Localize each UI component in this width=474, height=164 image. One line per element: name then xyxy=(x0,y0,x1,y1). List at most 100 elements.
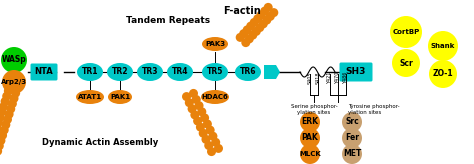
Text: MLCK: MLCK xyxy=(299,151,321,157)
Circle shape xyxy=(0,102,8,111)
Circle shape xyxy=(0,123,1,132)
Text: F-actin: F-actin xyxy=(223,6,261,16)
Text: TR6: TR6 xyxy=(240,68,256,76)
FancyBboxPatch shape xyxy=(339,62,373,82)
Text: TR4: TR4 xyxy=(172,68,188,76)
FancyBboxPatch shape xyxy=(30,63,57,81)
Circle shape xyxy=(428,31,458,61)
Circle shape xyxy=(2,92,11,101)
Text: CortBP: CortBP xyxy=(392,29,419,35)
Circle shape xyxy=(0,107,6,116)
Circle shape xyxy=(204,141,213,150)
Text: PAK3: PAK3 xyxy=(205,41,225,47)
Circle shape xyxy=(243,25,252,34)
Circle shape xyxy=(199,129,208,138)
Circle shape xyxy=(200,113,209,122)
Ellipse shape xyxy=(167,63,193,81)
Circle shape xyxy=(342,128,362,148)
Circle shape xyxy=(5,110,14,119)
Circle shape xyxy=(259,19,268,28)
Circle shape xyxy=(209,132,218,141)
Circle shape xyxy=(269,8,278,17)
Text: ERK: ERK xyxy=(301,117,319,126)
Circle shape xyxy=(236,33,245,42)
Circle shape xyxy=(193,117,202,125)
Circle shape xyxy=(1,47,27,73)
Text: TR2: TR2 xyxy=(112,68,128,76)
Circle shape xyxy=(429,60,457,88)
Text: HDAC6: HDAC6 xyxy=(201,94,228,100)
Ellipse shape xyxy=(137,63,163,81)
Circle shape xyxy=(206,126,215,135)
Circle shape xyxy=(241,38,250,47)
Circle shape xyxy=(390,16,422,48)
Circle shape xyxy=(185,98,194,107)
Circle shape xyxy=(11,89,20,98)
Text: SH3: SH3 xyxy=(346,68,366,76)
Circle shape xyxy=(300,112,320,132)
Circle shape xyxy=(392,49,420,77)
Ellipse shape xyxy=(202,63,228,81)
Text: Fer: Fer xyxy=(345,133,359,143)
Circle shape xyxy=(266,12,275,21)
Circle shape xyxy=(0,141,4,150)
Circle shape xyxy=(2,70,26,94)
Circle shape xyxy=(0,118,3,127)
Circle shape xyxy=(207,147,216,156)
Circle shape xyxy=(257,10,266,19)
Text: Y486: Y486 xyxy=(344,72,348,84)
Text: ATAT1: ATAT1 xyxy=(78,94,102,100)
Text: S405: S405 xyxy=(308,72,312,84)
Text: PAK: PAK xyxy=(301,133,319,143)
Ellipse shape xyxy=(107,63,133,81)
Circle shape xyxy=(0,147,2,156)
Ellipse shape xyxy=(76,90,104,104)
Text: WASp: WASp xyxy=(1,55,27,64)
Circle shape xyxy=(342,112,362,132)
Text: S418: S418 xyxy=(316,72,320,84)
Circle shape xyxy=(3,115,12,124)
Text: TR5: TR5 xyxy=(207,68,223,76)
Circle shape xyxy=(4,86,13,95)
Text: MET: MET xyxy=(343,150,361,158)
Circle shape xyxy=(252,27,261,36)
Circle shape xyxy=(250,18,259,27)
Circle shape xyxy=(248,31,257,40)
Circle shape xyxy=(1,120,10,129)
Circle shape xyxy=(342,144,362,164)
Circle shape xyxy=(211,138,220,147)
Circle shape xyxy=(264,3,273,12)
Circle shape xyxy=(182,92,191,101)
Text: NTA: NTA xyxy=(35,68,54,76)
Text: Shank: Shank xyxy=(431,43,455,49)
Circle shape xyxy=(9,94,18,103)
Circle shape xyxy=(0,136,5,145)
Circle shape xyxy=(201,135,210,144)
Text: Dynamic Actin Assembly: Dynamic Actin Assembly xyxy=(42,138,158,147)
Circle shape xyxy=(197,107,206,116)
Circle shape xyxy=(0,126,9,134)
Text: Src: Src xyxy=(345,117,359,126)
Circle shape xyxy=(260,7,269,16)
Text: Y470: Y470 xyxy=(336,72,340,84)
Circle shape xyxy=(189,89,198,98)
Circle shape xyxy=(188,104,197,113)
Circle shape xyxy=(203,119,212,128)
Circle shape xyxy=(214,144,223,153)
Circle shape xyxy=(196,123,205,132)
Circle shape xyxy=(300,144,320,164)
Text: Tyrosine phosphor-
ylation sites: Tyrosine phosphor- ylation sites xyxy=(348,104,400,115)
Circle shape xyxy=(300,128,320,148)
Text: Tandem Repeats: Tandem Repeats xyxy=(126,16,210,25)
Polygon shape xyxy=(264,65,280,79)
Text: Serine phosphor-
ylation sites: Serine phosphor- ylation sites xyxy=(291,104,337,115)
Circle shape xyxy=(253,14,262,23)
Circle shape xyxy=(239,29,248,38)
Circle shape xyxy=(262,16,271,25)
Text: Arp2/3: Arp2/3 xyxy=(1,79,27,85)
Ellipse shape xyxy=(108,90,132,104)
Circle shape xyxy=(8,99,17,108)
Circle shape xyxy=(194,101,203,110)
Circle shape xyxy=(0,131,7,140)
Text: Scr: Scr xyxy=(399,59,413,68)
